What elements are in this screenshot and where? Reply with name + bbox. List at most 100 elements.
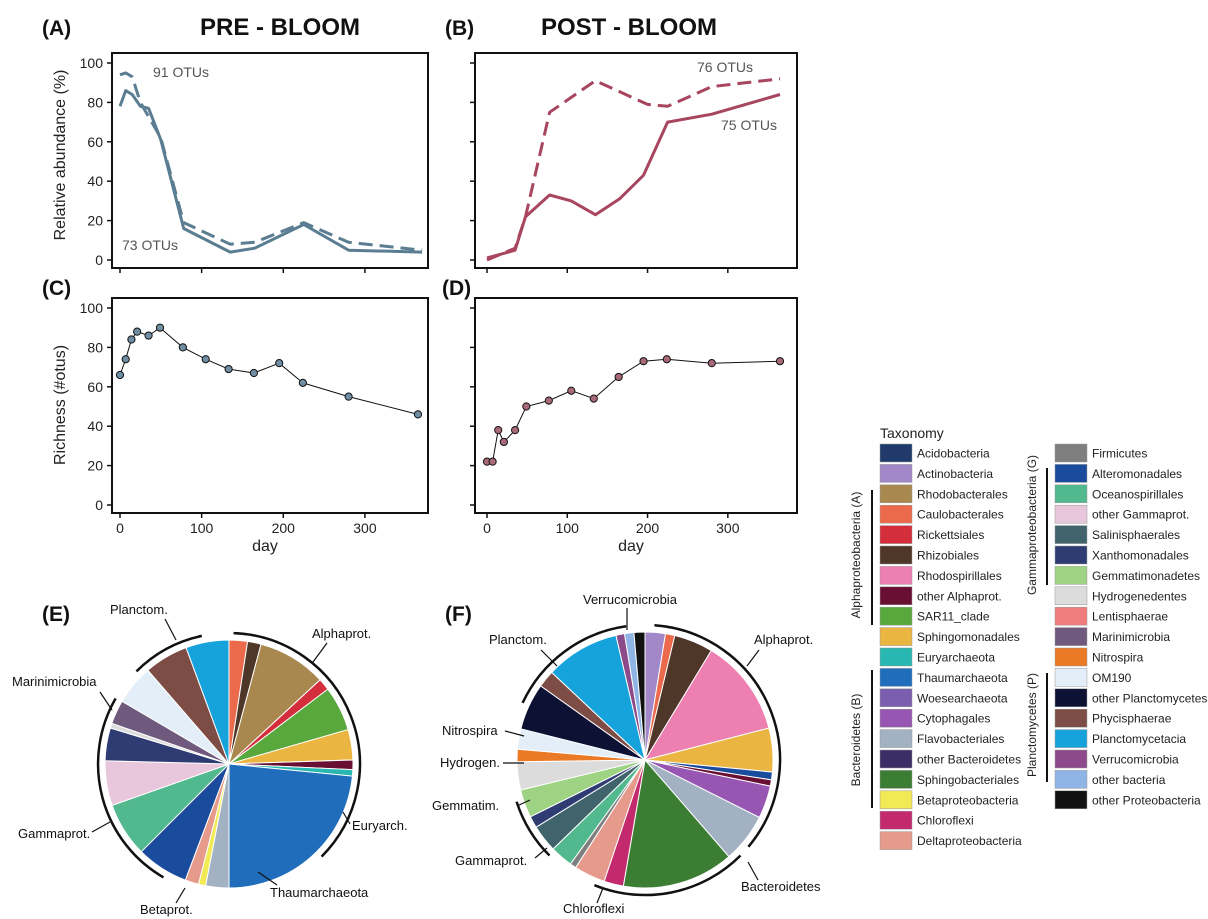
legend-swatch bbox=[1054, 708, 1088, 728]
panel-letter-f: (F) bbox=[445, 603, 472, 626]
legend-label: other Planctomycetes bbox=[1092, 691, 1207, 705]
legend-swatch bbox=[879, 586, 913, 606]
legend-label: Flavobacteriales bbox=[917, 732, 1004, 746]
ytick-label: 100 bbox=[80, 300, 104, 316]
legend-label: Phycisphaerae bbox=[1092, 712, 1172, 726]
richness-line-c bbox=[119, 327, 419, 415]
pie-e-label-marinimicrobia: Marinimicrobia bbox=[12, 674, 97, 689]
pie-f-slice bbox=[633, 631, 646, 761]
panel-letter-d: (D) bbox=[442, 277, 471, 300]
pie-f-slice bbox=[622, 758, 730, 889]
pie-e-label-alphaprot: Alphaprot. bbox=[312, 626, 371, 641]
otu-label-b-dashed: 76 OTUs bbox=[697, 59, 753, 75]
pie-e-slice bbox=[185, 639, 230, 765]
legend-group-gammaproteobacteria: Gammaproteobacteria (G) bbox=[1025, 455, 1039, 595]
ytick-label: 60 bbox=[87, 379, 103, 395]
pie-f-label-hydrogen: Hydrogen. bbox=[440, 755, 500, 770]
legend-label: Salinisphaerales bbox=[1092, 528, 1180, 542]
otu-label-a-dashed: 91 OTUs bbox=[153, 64, 209, 80]
legend-label: other Gammaprot. bbox=[1092, 508, 1189, 522]
legend-label: Firmicutes bbox=[1092, 447, 1147, 461]
xlabel-day-d: day bbox=[618, 538, 644, 555]
panel-letter-a: (A) bbox=[42, 17, 71, 40]
pie-f-label-alphaprot: Alphaprot. bbox=[754, 632, 813, 647]
title-pre-bloom: PRE - BLOOM bbox=[200, 14, 360, 41]
panel-letter-b: (B) bbox=[445, 17, 474, 40]
legend-label: Sphingobacteriales bbox=[917, 773, 1019, 787]
ytick-label: 0 bbox=[95, 497, 103, 513]
legend-swatch bbox=[879, 464, 913, 483]
pie-f-label-chloroflexi: Chloroflexi bbox=[563, 901, 625, 916]
legend-label: Acidobacteria bbox=[917, 447, 990, 461]
pie-f-label-verrucomicrobia: Verrucomicrobia bbox=[583, 592, 678, 607]
richness-point bbox=[662, 355, 671, 364]
legend-swatch bbox=[1054, 586, 1088, 606]
pie-f-group-arc bbox=[521, 625, 627, 704]
pie-f-group-arc bbox=[654, 624, 782, 848]
legend-label: Xanthomonadales bbox=[1092, 549, 1189, 563]
plot-frame-a bbox=[111, 52, 429, 269]
pie-f-slice bbox=[643, 649, 770, 761]
legend-label: Deltaproteobacteria bbox=[917, 834, 1022, 848]
legend-label: other Alphaprot. bbox=[917, 589, 1002, 603]
legend-swatch bbox=[1054, 749, 1088, 769]
richness-point bbox=[144, 331, 153, 340]
ytick-label: 100 bbox=[80, 55, 104, 71]
pie-e-leaders bbox=[91, 618, 351, 904]
legend-swatch bbox=[1054, 668, 1088, 687]
richness-point bbox=[133, 327, 142, 336]
legend-group-bars bbox=[871, 468, 1048, 808]
pie-e-group-arc bbox=[96, 697, 165, 879]
legend-group-planctomycetes: Planctomycetes (P) bbox=[1025, 673, 1039, 777]
pie-e-label-gammaprot: Gammaprot. bbox=[18, 826, 90, 841]
pie-e-slice bbox=[228, 763, 353, 889]
panel-letter-c: (C) bbox=[42, 277, 71, 300]
legend-swatch bbox=[879, 810, 913, 830]
legend-swatch bbox=[879, 790, 913, 810]
xtick-label: 0 bbox=[483, 520, 491, 536]
legend-swatch bbox=[879, 668, 913, 687]
series-line-a-solid bbox=[118, 89, 423, 254]
legend-label: Lentisphaerae bbox=[1092, 610, 1168, 624]
ytick-label: 20 bbox=[87, 458, 103, 474]
legend-swatch bbox=[1054, 647, 1088, 667]
ytick-label: 0 bbox=[95, 252, 103, 268]
legend-swatch bbox=[879, 525, 913, 544]
legend-swatch bbox=[1054, 443, 1088, 463]
legend-swatch bbox=[1054, 464, 1088, 483]
pie-f-leaders bbox=[503, 608, 760, 904]
legend-label: SAR11_clade bbox=[917, 610, 990, 624]
richness-point bbox=[775, 357, 785, 366]
legend-swatch bbox=[1054, 566, 1088, 585]
legend-label: Thaumarchaeota bbox=[917, 671, 1008, 685]
richness-point bbox=[121, 355, 130, 364]
legend-label: other Proteobacteria bbox=[1092, 793, 1201, 807]
richness-point bbox=[298, 378, 307, 387]
legend-group-alphaproteobacteria: Alphaproteobacteria (A) bbox=[849, 492, 863, 619]
richness-point bbox=[544, 396, 553, 405]
legend-swatch bbox=[879, 770, 913, 789]
legend-label: Betaproteobacteria bbox=[917, 793, 1019, 807]
legend-label: Rhizobiales bbox=[917, 549, 979, 563]
xtick-label: 200 bbox=[636, 520, 660, 536]
legend-swatch bbox=[879, 647, 913, 667]
richness-point bbox=[614, 372, 623, 382]
otu-label-b-solid: 75 OTUs bbox=[721, 117, 777, 133]
pie-e-group-arc bbox=[135, 634, 203, 673]
legend-swatch bbox=[1054, 606, 1088, 626]
pie-e-label-betaprot: Betaprot. bbox=[140, 902, 193, 917]
pie-f-group-arc bbox=[593, 854, 742, 897]
legend-title: Taxonomy bbox=[880, 425, 944, 441]
richness-point bbox=[413, 410, 423, 419]
pie-f-label-gemmatim: Gemmatim. bbox=[432, 798, 499, 813]
xtick-label: 0 bbox=[116, 520, 124, 536]
legend-swatch bbox=[879, 708, 913, 728]
legend-swatch bbox=[1054, 770, 1088, 789]
richness-point bbox=[224, 364, 233, 374]
legend-swatch bbox=[879, 729, 913, 748]
richness-point bbox=[115, 370, 125, 380]
richness-point bbox=[499, 437, 508, 447]
richness-point bbox=[639, 357, 648, 366]
legend-label: Actinobacteria bbox=[917, 467, 993, 481]
richness-point bbox=[344, 392, 353, 401]
